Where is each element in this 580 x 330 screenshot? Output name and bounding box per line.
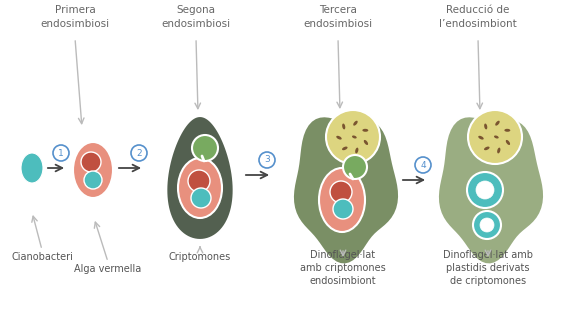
Text: Cianobacteri: Cianobacteri xyxy=(11,252,73,262)
Ellipse shape xyxy=(495,121,500,126)
Text: Primera
endosimbiosi: Primera endosimbiosi xyxy=(41,5,110,29)
Circle shape xyxy=(415,157,431,173)
Circle shape xyxy=(343,155,367,179)
Text: 3: 3 xyxy=(264,155,270,164)
Text: 4: 4 xyxy=(420,160,426,170)
Text: Dinoflagel·lat amb
plastidis derivats
de criptomones: Dinoflagel·lat amb plastidis derivats de… xyxy=(443,250,533,286)
Circle shape xyxy=(192,135,218,161)
Text: Criptomones: Criptomones xyxy=(169,252,231,262)
Circle shape xyxy=(473,211,501,239)
Polygon shape xyxy=(438,116,544,264)
Ellipse shape xyxy=(352,136,357,139)
Ellipse shape xyxy=(342,147,347,150)
Circle shape xyxy=(476,181,494,199)
Circle shape xyxy=(259,152,275,168)
Text: Tercera
endosimbiosi: Tercera endosimbiosi xyxy=(303,5,372,29)
Text: 1: 1 xyxy=(58,148,64,157)
Ellipse shape xyxy=(364,140,368,145)
Ellipse shape xyxy=(21,153,43,183)
Circle shape xyxy=(326,110,380,164)
Circle shape xyxy=(480,218,494,232)
Ellipse shape xyxy=(355,148,358,153)
Text: 2: 2 xyxy=(136,148,142,157)
Ellipse shape xyxy=(73,142,113,198)
Ellipse shape xyxy=(484,147,490,150)
Ellipse shape xyxy=(362,129,368,132)
Ellipse shape xyxy=(505,129,510,132)
Text: Alga vermella: Alga vermella xyxy=(74,264,142,274)
Circle shape xyxy=(467,172,503,208)
Polygon shape xyxy=(293,116,399,264)
Ellipse shape xyxy=(497,148,501,153)
Circle shape xyxy=(191,188,211,208)
Circle shape xyxy=(84,171,102,189)
Ellipse shape xyxy=(478,136,484,140)
Circle shape xyxy=(330,181,352,203)
Ellipse shape xyxy=(178,158,222,218)
Text: Segona
endosimbiosi: Segona endosimbiosi xyxy=(161,5,231,29)
Text: Dinoflagel·lat
amb criptomones
endosimbiont: Dinoflagel·lat amb criptomones endosimbi… xyxy=(300,250,386,286)
Circle shape xyxy=(53,145,69,161)
Circle shape xyxy=(131,145,147,161)
Circle shape xyxy=(188,170,210,192)
Ellipse shape xyxy=(342,123,345,129)
Ellipse shape xyxy=(494,136,499,139)
Circle shape xyxy=(81,152,101,172)
Ellipse shape xyxy=(484,123,487,129)
Ellipse shape xyxy=(353,121,358,126)
Ellipse shape xyxy=(506,140,510,145)
Circle shape xyxy=(468,110,522,164)
Ellipse shape xyxy=(336,136,342,140)
Text: Reducció de
l’endosimbiont: Reducció de l’endosimbiont xyxy=(439,5,517,29)
Ellipse shape xyxy=(319,168,365,232)
Polygon shape xyxy=(166,116,234,240)
Circle shape xyxy=(333,199,353,219)
